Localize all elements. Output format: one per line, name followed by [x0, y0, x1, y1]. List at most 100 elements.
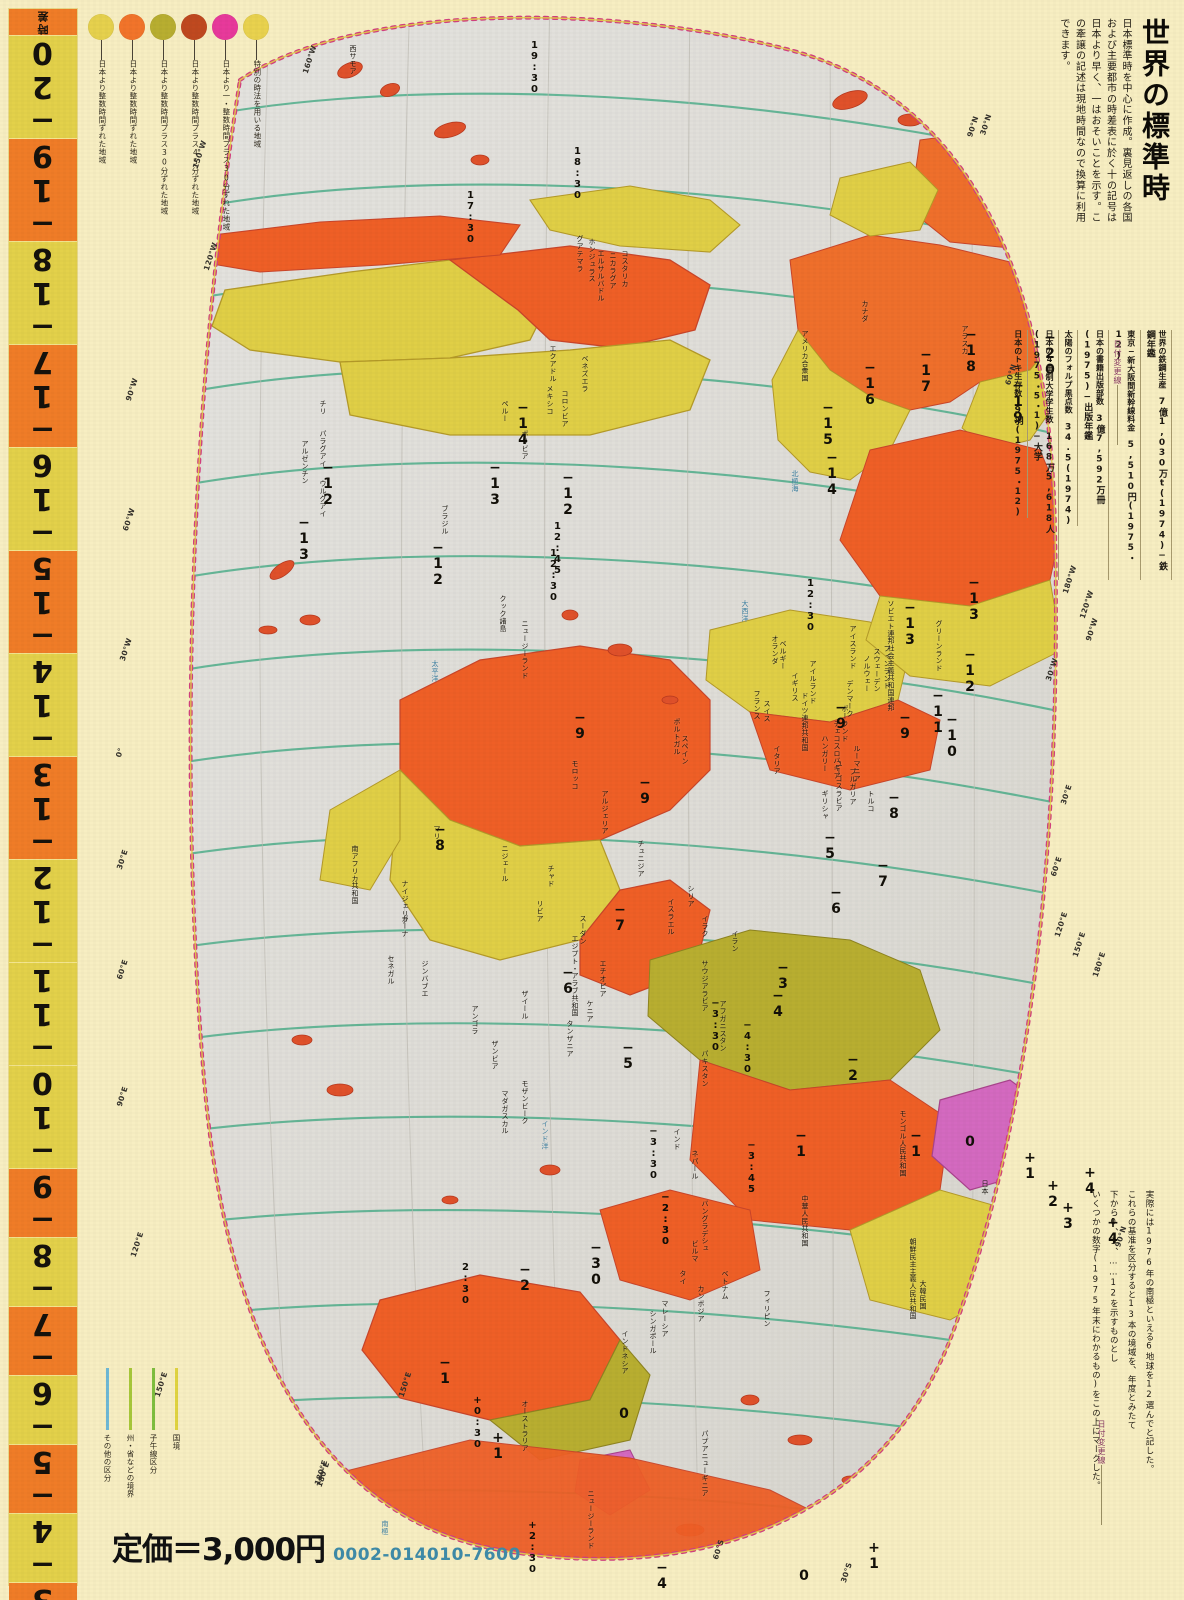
zone-offset-label: −9	[833, 700, 849, 732]
geo-label: エジプト・アラブ共和国	[571, 935, 579, 1017]
legend-swatch-label: 日本より整数時間ずれた地域	[97, 60, 107, 164]
geo-label: スイス	[763, 700, 771, 723]
zone-offset-label: 2:30	[460, 1262, 471, 1306]
globe-body	[190, 17, 1056, 1559]
geo-label: バングラデシュ	[701, 1200, 709, 1252]
line-type-legend: 国境 子午線区分 州・省などの境界 その他の区分	[103, 1368, 246, 1548]
geo-label: ニュージーランド	[587, 1490, 595, 1550]
zone-offset-label: 12:30	[548, 548, 559, 603]
footnote-line-2: 下から0、1、……12を示すものとし	[1108, 1190, 1119, 1363]
scale-band-9[interactable]: −9	[9, 1169, 77, 1238]
geo-label: シンガポール	[649, 1310, 657, 1355]
geo-label: フィンランド	[883, 645, 891, 690]
geo-label: チリ	[319, 400, 327, 415]
scale-band-label: −10	[25, 1066, 60, 1168]
zone-offset-label: −14	[515, 400, 531, 448]
geo-label: トルコ	[867, 790, 875, 813]
scale-band-5[interactable]: −5	[9, 1445, 77, 1514]
zone-offset-label: −4:30	[742, 1020, 753, 1075]
geo-label: フランス	[753, 690, 761, 720]
line-legend-item-1: 子午線区分	[149, 1368, 158, 1474]
scale-band-10[interactable]: −10	[9, 1066, 77, 1169]
stat-column-3: 太陽のフォルプ黒点数 34.5(1974)	[1059, 330, 1079, 527]
world-time-zone-map[interactable]: −20 −19 −18 −17 −16 −15 −14 −13 −12 −11 −10 −13 −9 −9…	[150, 10, 1121, 1592]
scale-band-6[interactable]: −6	[9, 1376, 77, 1445]
line-legend-label: その他の区分	[103, 1434, 112, 1482]
geo-label: スーダン	[579, 915, 587, 945]
scale-band-18[interactable]: −18	[9, 242, 77, 345]
geo-label: タイ	[679, 1270, 687, 1285]
coordinate-label: 180°E	[1090, 950, 1108, 979]
line-legend-bar	[152, 1368, 155, 1430]
scale-band-13[interactable]: −13	[9, 757, 77, 860]
zone-offset-label: −10	[944, 712, 960, 760]
stat-key: 東京−新大阪間新幹線料金	[1126, 330, 1136, 432]
geo-label: モンゴル人民共和国	[899, 1110, 907, 1177]
scale-header[interactable]: 時差	[9, 9, 77, 36]
line-legend-label: 子午線区分	[149, 1434, 158, 1474]
stat-key: 世界の鉄鋼生産	[1158, 330, 1167, 389]
geo-label: パプアニューギニア	[701, 1430, 709, 1497]
geo-label: イラン	[731, 930, 739, 953]
scale-band-7[interactable]: −7	[9, 1307, 77, 1376]
geo-label: ケニア	[586, 1000, 594, 1023]
zone-offset-label: −1	[908, 1128, 924, 1160]
scale-band-19[interactable]: −19	[9, 139, 77, 242]
scale-band-8[interactable]: −8	[9, 1238, 77, 1307]
geo-label: アルゼンチン	[301, 440, 309, 485]
zone-offset-label: +1	[866, 1540, 882, 1572]
geo-label: タンザニア	[566, 1020, 574, 1057]
legend-swatch-dot	[119, 14, 145, 40]
geo-label: グリーンランド	[935, 620, 943, 672]
scale-band-label: 時差	[36, 9, 50, 35]
scale-band-12[interactable]: −12	[9, 860, 77, 963]
scale-band-20[interactable]: −20	[9, 36, 77, 139]
stat-key: 太陽のフォルプ黒点数	[1064, 330, 1074, 414]
geo-label: マダガスカル	[501, 1090, 509, 1135]
scale-band-label: −6	[25, 1376, 60, 1444]
scale-band-14[interactable]: −14	[9, 654, 77, 757]
zone-offset-label: −18	[963, 327, 979, 375]
callout-leader-line	[1101, 1465, 1102, 1525]
stat-value: 9羽(1975・12)	[1012, 405, 1023, 519]
geo-label: アイルランド	[809, 660, 817, 705]
landmass-europe	[705, 609, 941, 791]
time-difference-scale[interactable]: 時差 −20 −19 −18 −17 −16 −15 −14 −13 −12 −11 −10 −9 −8−…	[8, 8, 78, 1600]
zone-offset-label: 0	[796, 1568, 812, 1584]
geo-label: シリア	[687, 885, 695, 908]
zone-offset-label: +1	[1022, 1150, 1038, 1182]
scale-band-17[interactable]: −17	[9, 345, 77, 448]
zone-offset-label: −9	[637, 775, 653, 807]
geo-label: オーストラリア	[521, 1400, 529, 1452]
geo-label: ギリシャ	[821, 790, 829, 820]
geo-label: カナダ	[861, 300, 869, 323]
zone-offset-label: −2:30	[660, 1192, 671, 1247]
stat-column-2: 日本の書籍出版部数 3億7,592万冊(1975)−出版年鑑	[1078, 330, 1110, 580]
geo-label: ノルウェー	[863, 655, 871, 692]
legend-swatch-0: 日本より整数時間ずれた地域	[88, 14, 114, 164]
geo-label: 中華人民共和国	[801, 1195, 809, 1247]
geo-label: アイスランド	[849, 625, 857, 670]
scale-band-label: −7	[25, 1307, 60, 1375]
scale-band-11[interactable]: −11	[9, 963, 77, 1066]
line-legend-item-3: その他の区分	[103, 1368, 112, 1482]
legend-swatch-dot	[181, 14, 207, 40]
zone-offset-label: −13	[296, 515, 312, 563]
geo-label: チャド	[547, 865, 555, 888]
scale-band-3[interactable]: −3	[9, 1583, 77, 1600]
zone-offset-label: −4	[770, 988, 786, 1020]
footnote-line-0: 実際には1976年の南極といえる6地球を12選んでと記した。	[1144, 1190, 1154, 1474]
geo-label: インド	[673, 1128, 681, 1151]
scale-band-label: −16	[25, 448, 60, 550]
scale-band-16[interactable]: −16	[9, 448, 77, 551]
zone-offset-label: 17:30	[465, 190, 476, 245]
zone-offset-label: −17	[918, 347, 934, 395]
scale-band-4[interactable]: −4	[9, 1514, 77, 1583]
geo-label: 朝鮮民主主義人民共和国	[909, 1238, 917, 1320]
zone-offset-label: 12:30	[805, 578, 816, 633]
stat-key: 日本のトキ生存数	[1013, 330, 1023, 398]
geo-label: カンボジア	[697, 1285, 705, 1322]
scale-band-15[interactable]: −15	[9, 551, 77, 654]
stat-value: 168万5,618人(1975・5・1)−大学	[1031, 330, 1055, 534]
